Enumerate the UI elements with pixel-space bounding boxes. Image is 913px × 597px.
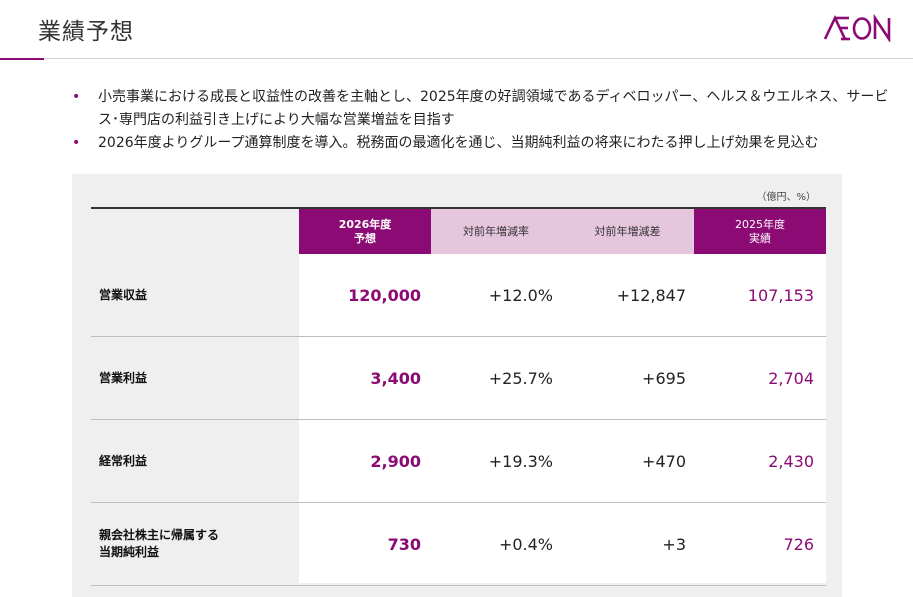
row-divider	[91, 336, 826, 337]
bullet-item: 2026年度よりグループ通算制度を導入。税務面の最適化を通じ、当期純利益の将来に…	[72, 132, 902, 155]
row-label: 営業収益	[99, 287, 148, 302]
summary-bullets: 小売事業における成長と収益性の改善を主軸とし、2025年度の好調領域であるディベ…	[72, 86, 902, 155]
forecast-value: 2,900	[370, 451, 421, 471]
actual-value: 2,704	[768, 368, 814, 388]
row-divider	[91, 419, 826, 420]
actual-value: 2,430	[768, 451, 814, 471]
header-yoy-rate: 対前年増減率	[431, 209, 561, 254]
row-divider	[91, 585, 826, 586]
yoy-diff-value: +695	[642, 368, 686, 388]
header-actual-2025: 2025年度 実績	[694, 209, 826, 254]
yoy-diff-value: +470	[642, 451, 686, 471]
row-label: 親会社株主に帰属する 当期純利益	[99, 528, 220, 559]
unit-note: （億円、%）	[756, 192, 816, 203]
page-title: 業績予想	[38, 19, 134, 45]
yoy-rate-value: +0.4%	[498, 534, 553, 554]
table-row: 経常利益 2,900 +19.3% +470 2,430	[91, 420, 826, 503]
table-row: 営業収益 120,000 +12.0% +12,847 107,153	[91, 254, 826, 337]
yoy-rate-value: +12.0%	[488, 285, 553, 305]
header-forecast-2026: 2026年度 予想	[299, 209, 431, 254]
row-divider	[91, 502, 826, 503]
header-accent-rule	[0, 58, 44, 60]
forecast-value: 730	[387, 534, 421, 554]
header-rule	[44, 58, 913, 59]
actual-value: 107,153	[747, 285, 814, 305]
table-row: 営業利益 3,400 +25.7% +695 2,704	[91, 337, 826, 420]
yoy-diff-value: +3	[662, 534, 686, 554]
yoy-rate-value: +25.7%	[488, 368, 553, 388]
forecast-value: 120,000	[348, 285, 421, 305]
forecast-panel: （億円、%） 2026年度 予想 対前年増減率 対前年増減差 2025年度 実績…	[72, 174, 842, 597]
row-label: 営業利益	[99, 370, 148, 385]
yoy-rate-value: +19.3%	[488, 451, 553, 471]
forecast-value: 3,400	[370, 368, 421, 388]
actual-value: 726	[783, 534, 814, 554]
bullet-item: 小売事業における成長と収益性の改善を主軸とし、2025年度の好調領域であるディベ…	[72, 86, 902, 132]
aeon-logo	[823, 14, 891, 42]
values-background	[299, 254, 826, 583]
row-label: 経常利益	[99, 453, 148, 468]
yoy-diff-value: +12,847	[616, 285, 686, 305]
table-top-rule	[91, 207, 826, 209]
table-row: 親会社株主に帰属する 当期純利益 730 +0.4% +3 726	[91, 503, 826, 586]
header-yoy-diff: 対前年増減差	[561, 209, 694, 254]
